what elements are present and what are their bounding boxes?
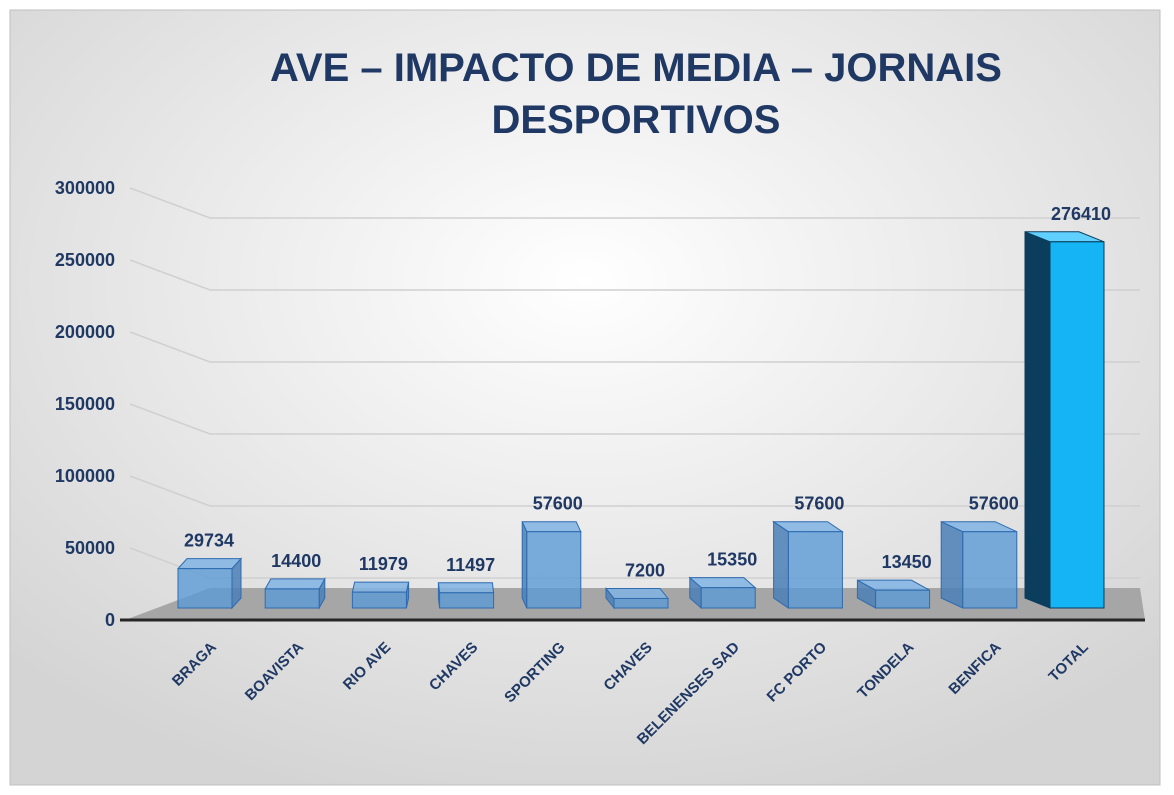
value-label: 14400 (271, 551, 321, 571)
bar (875, 589, 931, 609)
bar (351, 591, 407, 609)
bar-top (351, 581, 410, 593)
y-tick-label: 50000 (65, 538, 115, 558)
y-tick-label: 100000 (55, 466, 115, 486)
y-tick-label: 300000 (55, 178, 115, 198)
y-tick-label: 250000 (55, 250, 115, 270)
value-label: 57600 (533, 494, 583, 514)
grid-line (129, 475, 1140, 507)
value-label: 11497 (446, 555, 495, 575)
y-tick-label: 0 (105, 610, 115, 630)
bar-side (1024, 231, 1051, 609)
bar (526, 531, 582, 609)
bar-side (521, 521, 528, 609)
grid-line (129, 259, 1140, 291)
y-tick-label: 200000 (55, 322, 115, 342)
value-label: 11979 (359, 554, 408, 574)
value-label: 57600 (969, 494, 1019, 514)
value-label: 276410 (1051, 204, 1111, 224)
bar-top (688, 577, 757, 589)
bar (700, 587, 756, 609)
bar (177, 568, 233, 609)
value-label: 57600 (794, 494, 844, 514)
grid-line (129, 187, 1140, 219)
bar (962, 531, 1018, 609)
value-label: 13450 (882, 552, 932, 572)
value-label: 29734 (184, 531, 234, 551)
chart-title: AVE – IMPACTO DE MEDIA – JORNAIS DESPORT… (270, 46, 1002, 142)
y-tick-label: 150000 (55, 394, 115, 414)
bar-top (604, 587, 670, 599)
bar (439, 592, 495, 609)
bar-top (521, 521, 582, 533)
value-label: 7200 (625, 560, 665, 580)
grid-line (129, 331, 1140, 363)
chart-frame (9, 9, 1161, 786)
bar (1049, 241, 1105, 609)
bar (264, 588, 320, 609)
value-label: 15350 (707, 550, 757, 570)
bar-top (176, 558, 243, 570)
bar-top (264, 578, 326, 590)
bar-side (773, 520, 789, 609)
grid-line (129, 403, 1140, 435)
bar-top (437, 582, 495, 594)
bar (613, 597, 669, 609)
bar (787, 531, 843, 609)
bar-side (940, 520, 964, 609)
